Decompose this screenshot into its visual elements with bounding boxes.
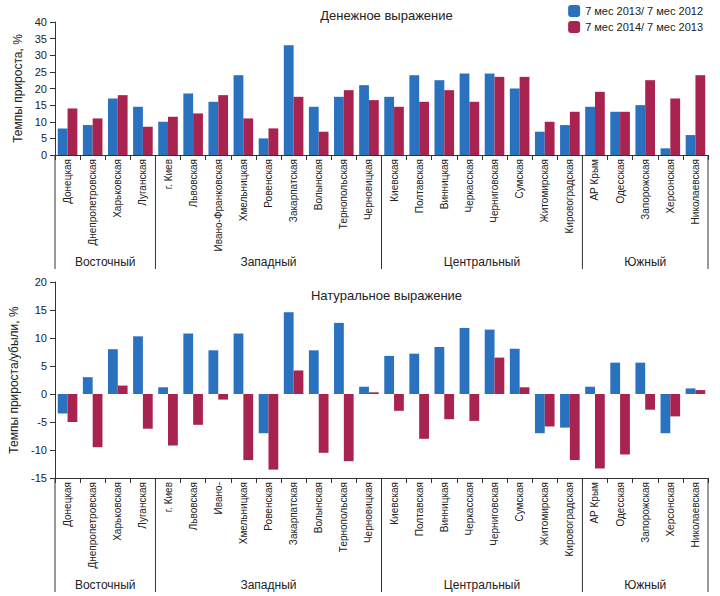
svg-text:Ровенская: Ровенская (263, 482, 274, 531)
svg-text:Житомирская: Житомирская (539, 482, 550, 545)
svg-text:Днепропетровская: Днепропетровская (87, 482, 98, 569)
svg-text:Западный: Западный (240, 255, 296, 269)
svg-text:Львовская: Львовская (188, 482, 199, 530)
svg-text:Хмельницкая: Хмельницкая (238, 159, 249, 221)
svg-text:0: 0 (41, 388, 47, 400)
svg-text:Львовская: Львовская (188, 159, 199, 207)
svg-text:Денежное выражение: Денежное выражение (320, 8, 453, 23)
svg-text:15: 15 (35, 99, 47, 111)
svg-text:Тернопольская: Тернопольская (338, 159, 349, 229)
svg-text:Сумская: Сумская (514, 482, 525, 522)
svg-text:Киевская: Киевская (389, 159, 400, 202)
svg-text:25: 25 (35, 66, 47, 78)
svg-text:Николаевская: Николаевская (690, 482, 701, 547)
svg-text:Сумская: Сумская (514, 159, 525, 199)
svg-text:-15: -15 (31, 472, 47, 484)
svg-text:Южный: Южный (624, 255, 666, 269)
svg-text:Луганская: Луганская (137, 482, 148, 529)
svg-text:Кировоградская: Кировоградская (564, 482, 575, 556)
svg-text:Полтавская: Полтавская (414, 482, 425, 536)
svg-text:Темпы прироста, %: Темпы прироста, % (11, 34, 25, 143)
svg-text:Луганская: Луганская (137, 159, 148, 206)
svg-text:Полтавская: Полтавская (414, 159, 425, 213)
svg-text:35: 35 (35, 33, 47, 45)
svg-text:Донецкая: Донецкая (62, 159, 73, 204)
svg-text:Центральный: Центральный (444, 578, 520, 592)
svg-text:Восточный: Восточный (75, 578, 136, 592)
svg-text:Киевская: Киевская (389, 482, 400, 525)
svg-text:Черкасская: Черкасская (464, 482, 475, 536)
svg-text:Южный: Южный (624, 578, 666, 592)
svg-text:Западный: Западный (240, 578, 296, 592)
svg-text:10: 10 (35, 332, 47, 344)
svg-text:Черновицкая: Черновицкая (363, 482, 374, 543)
svg-text:20: 20 (35, 276, 47, 288)
svg-text:-5: -5 (37, 416, 47, 428)
svg-text:10: 10 (35, 116, 47, 128)
svg-text:Черкасская: Черкасская (464, 159, 475, 213)
svg-text:г. Киев: г. Киев (163, 159, 174, 189)
svg-text:Харьковская: Харьковская (112, 482, 123, 541)
svg-text:Винницкая: Винницкая (439, 482, 450, 532)
svg-text:Запорожская: Запорожская (640, 482, 651, 543)
svg-text:Винницкая: Винницкая (439, 159, 450, 209)
svg-text:-10: -10 (31, 444, 47, 456)
svg-text:Харьковская: Харьковская (112, 159, 123, 218)
svg-text:Ивано-Франковская: Ивано-Франковская (213, 159, 224, 251)
svg-text:Днепропетровская: Днепропетровская (87, 159, 98, 246)
svg-text:0: 0 (41, 149, 47, 161)
svg-text:Черниговская: Черниговская (489, 482, 500, 546)
svg-text:г. Киев: г. Киев (163, 482, 174, 512)
svg-text:7 мес 2014/ 7 мес 2013: 7 мес 2014/ 7 мес 2013 (585, 21, 703, 33)
svg-text:5: 5 (41, 132, 47, 144)
svg-text:Житомирская: Житомирская (539, 159, 550, 222)
svg-text:Закарпатская: Закарпатская (288, 159, 299, 222)
svg-text:Херсонская: Херсонская (665, 159, 676, 214)
svg-text:5: 5 (41, 360, 47, 372)
svg-text:Темпы прироста/убыли, %: Темпы прироста/убыли, % (7, 306, 21, 454)
svg-text:40: 40 (35, 16, 47, 28)
svg-text:Черниговская: Черниговская (489, 159, 500, 223)
svg-text:Одесская: Одесская (615, 159, 626, 204)
svg-text:15: 15 (35, 304, 47, 316)
svg-text:Донецкая: Донецкая (62, 482, 73, 527)
svg-text:Запорожская: Запорожская (640, 159, 651, 220)
svg-text:Закарпатская: Закарпатская (288, 482, 299, 545)
svg-text:АР Крым: АР Крым (589, 482, 600, 524)
svg-text:7 мес 2013/ 7 мес 2012: 7 мес 2013/ 7 мес 2012 (585, 5, 703, 17)
svg-text:АР Крым: АР Крым (589, 159, 600, 201)
svg-text:Волынская: Волынская (313, 482, 324, 533)
svg-text:Херсонская: Херсонская (665, 482, 676, 537)
svg-text:Тернопольская: Тернопольская (338, 482, 349, 552)
svg-text:Восточный: Восточный (75, 255, 136, 269)
svg-text:Центральный: Центральный (444, 255, 520, 269)
svg-text:20: 20 (35, 83, 47, 95)
svg-text:Ровенская: Ровенская (263, 159, 274, 208)
svg-text:Кировоградская: Кировоградская (564, 159, 575, 233)
svg-text:Одесская: Одесская (615, 482, 626, 527)
svg-text:Черновицкая: Черновицкая (363, 159, 374, 220)
svg-text:Натуральное выражение: Натуральное выражение (311, 288, 462, 303)
svg-text:Николаевская: Николаевская (690, 159, 701, 224)
svg-text:Волынская: Волынская (313, 159, 324, 210)
svg-text:Ивано-: Ивано- (213, 482, 224, 514)
svg-text:Хмельницкая: Хмельницкая (238, 482, 249, 544)
svg-text:30: 30 (35, 49, 47, 61)
